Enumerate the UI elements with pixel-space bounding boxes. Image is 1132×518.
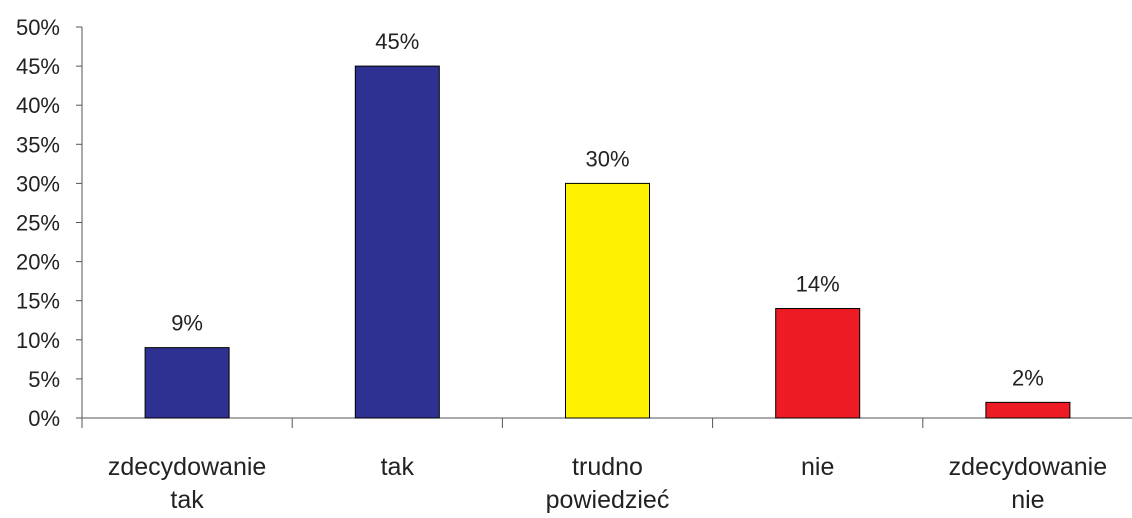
y-tick-label: 10% xyxy=(16,328,60,353)
y-tick-label: 5% xyxy=(28,367,60,392)
y-tick-label: 30% xyxy=(16,171,60,196)
y-tick-label: 15% xyxy=(16,289,60,314)
bar xyxy=(775,308,861,419)
bar xyxy=(565,182,650,419)
y-tick-label: 50% xyxy=(16,15,60,40)
category-label: tak xyxy=(381,453,415,481)
category-label: zdecydowanie xyxy=(949,453,1107,481)
category-label: powiedzieć xyxy=(546,486,670,514)
category-label: tak xyxy=(170,486,204,514)
y-tick-label: 20% xyxy=(16,250,60,275)
y-tick-label: 35% xyxy=(16,132,60,157)
data-labels: 9% 45% 30% 14% 2% xyxy=(171,29,1044,390)
data-label: 45% xyxy=(375,29,419,54)
category-label: nie xyxy=(1011,486,1044,514)
category-label: trudno xyxy=(572,453,643,481)
y-tick-label: 40% xyxy=(16,93,60,118)
data-label: 30% xyxy=(585,146,629,171)
y-tick-label: 25% xyxy=(16,211,60,236)
bar xyxy=(354,65,440,419)
data-label: 2% xyxy=(1012,365,1044,390)
bar xyxy=(985,401,1071,419)
x-axis xyxy=(81,417,1132,428)
data-label: 14% xyxy=(796,272,840,297)
bars xyxy=(144,65,1071,419)
y-tick-label: 0% xyxy=(28,406,60,431)
bar xyxy=(144,347,230,419)
data-label: 9% xyxy=(171,311,203,336)
category-labels: zdecydowanie tak tak trudno powiedzieć nie zde… xyxy=(108,453,1107,514)
category-label: nie xyxy=(801,453,834,481)
y-axis: 0% 5% 10% 15% 20% 25% 30% 35% 40% 45% 50% xyxy=(16,15,83,431)
y-tick-label: 45% xyxy=(16,54,60,79)
category-label: zdecydowanie xyxy=(108,453,266,481)
